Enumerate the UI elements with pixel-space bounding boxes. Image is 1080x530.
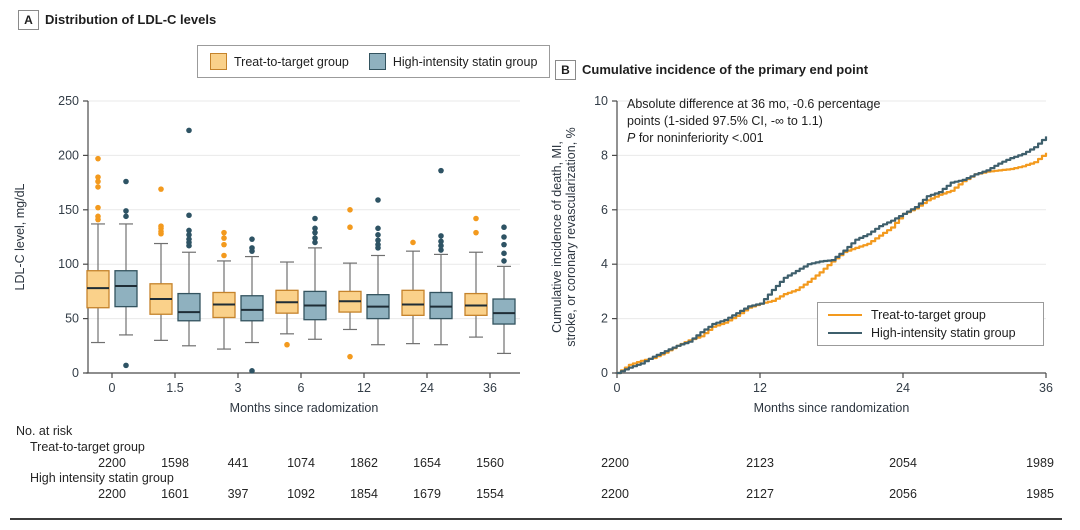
svg-text:10: 10 xyxy=(594,94,608,108)
legend-item-high-intensity: High-intensity statin group xyxy=(828,326,1033,340)
panel-a-title: Distribution of LDL-C levels xyxy=(45,12,217,27)
risk-a2-col6: 1554 xyxy=(476,487,504,501)
panel-b-legend: Treat-to-target group High-intensity sta… xyxy=(817,302,1044,346)
panel-b-annotation: Absolute difference at 36 mo, -0.6 perce… xyxy=(627,96,880,147)
legend-label: High-intensity statin group xyxy=(392,54,538,69)
svg-text:12: 12 xyxy=(753,381,767,395)
svg-text:24: 24 xyxy=(420,381,434,395)
svg-text:50: 50 xyxy=(65,312,79,326)
high-intensity-line-icon xyxy=(828,332,862,334)
risk-table-title: No. at risk xyxy=(16,424,73,438)
panel-a-letter: A xyxy=(18,10,39,30)
risk-a1-col1: 1598 xyxy=(161,456,189,470)
svg-text:24: 24 xyxy=(896,381,910,395)
annotation-line3: P for noninferiority <.001 xyxy=(627,130,880,147)
risk-a1-col2: 441 xyxy=(227,456,249,470)
panel-b-ylabel: Cumulative incidence of death, MI, strok… xyxy=(550,101,578,373)
svg-text:6: 6 xyxy=(601,203,608,217)
svg-text:36: 36 xyxy=(1039,381,1053,395)
risk-b1-col2: 2054 xyxy=(889,456,917,470)
risk-a1-col4: 1862 xyxy=(350,456,378,470)
bottom-rule xyxy=(10,518,1062,520)
svg-text:250: 250 xyxy=(58,94,79,108)
annotation-p-italic: P xyxy=(627,131,636,145)
risk-b2-col0: 2200 xyxy=(601,487,629,501)
panel-b-ylabel-line2: stroke, or coronary revascularization, % xyxy=(564,127,578,347)
svg-text:0: 0 xyxy=(614,381,621,395)
risk-b2-col3: 1985 xyxy=(1026,487,1054,501)
svg-text:1.5: 1.5 xyxy=(166,381,183,395)
legend-label: Treat-to-target group xyxy=(234,54,349,69)
legend-item-treat-to-target: Treat-to-target group xyxy=(210,53,349,70)
treat-to-target-swatch-icon xyxy=(210,53,227,70)
svg-text:2: 2 xyxy=(601,312,608,326)
risk-a2-col4: 1854 xyxy=(350,487,378,501)
risk-a1-col5: 1654 xyxy=(413,456,441,470)
legend-item-high-intensity: High-intensity statin group xyxy=(368,53,538,70)
svg-text:0: 0 xyxy=(109,381,116,395)
svg-text:100: 100 xyxy=(58,257,79,271)
risk-b2-col1: 2127 xyxy=(746,487,774,501)
annotation-line1: Absolute difference at 36 mo, -0.6 perce… xyxy=(627,97,881,111)
svg-text:200: 200 xyxy=(58,148,79,162)
high-intensity-swatch-icon xyxy=(368,53,386,70)
legend-item-treat-to-target: Treat-to-target group xyxy=(828,308,1033,322)
panel-b-title: Cumulative incidence of the primary end … xyxy=(582,62,869,77)
svg-text:6: 6 xyxy=(298,381,305,395)
risk-b1-col0: 2200 xyxy=(601,456,629,470)
panel-b-xlabel: Months since randomization xyxy=(753,401,910,415)
risk-a1-col3: 1074 xyxy=(287,456,315,470)
risk-a2-col2: 397 xyxy=(227,487,249,501)
panel-a-ylabel: LDL-C level, mg/dL xyxy=(13,183,27,291)
svg-text:0: 0 xyxy=(601,366,608,380)
risk-a1-col6: 1560 xyxy=(476,456,504,470)
treat-to-target-line-icon xyxy=(828,314,862,316)
annotation-line3-rest: for noninferiority <.001 xyxy=(635,131,764,145)
risk-b1-col1: 2123 xyxy=(746,456,774,470)
panel-b-ylabel-line1: Cumulative incidence of death, MI, xyxy=(550,141,564,333)
panel-a-legend: Treat-to-target group High-intensity sta… xyxy=(197,45,551,78)
svg-text:150: 150 xyxy=(58,203,79,217)
svg-text:0: 0 xyxy=(72,366,79,380)
risk-a2-col3: 1092 xyxy=(287,487,315,501)
risk-b1-col3: 1989 xyxy=(1026,456,1054,470)
risk-a1-col0: 2200 xyxy=(98,456,126,470)
risk-a2-col5: 1679 xyxy=(413,487,441,501)
svg-text:36: 36 xyxy=(483,381,497,395)
risk-b2-col2: 2056 xyxy=(889,487,917,501)
annotation-line2: points (1-sided 97.5% CI, -∞ to 1.1) xyxy=(627,114,823,128)
panel-a-xlabel: Months since radomization xyxy=(229,401,379,415)
panel-b-letter: B xyxy=(555,60,576,80)
risk-group2-label: High intensity statin group xyxy=(30,471,174,485)
legend-label: High-intensity statin group xyxy=(871,326,1016,340)
svg-text:8: 8 xyxy=(601,148,608,162)
svg-text:4: 4 xyxy=(601,257,608,271)
risk-a2-col1: 1601 xyxy=(161,487,189,501)
risk-a2-col0: 2200 xyxy=(98,487,126,501)
svg-text:12: 12 xyxy=(357,381,371,395)
legend-label: Treat-to-target group xyxy=(871,308,986,322)
svg-text:3: 3 xyxy=(235,381,242,395)
risk-group1-label: Treat-to-target group xyxy=(30,440,145,454)
